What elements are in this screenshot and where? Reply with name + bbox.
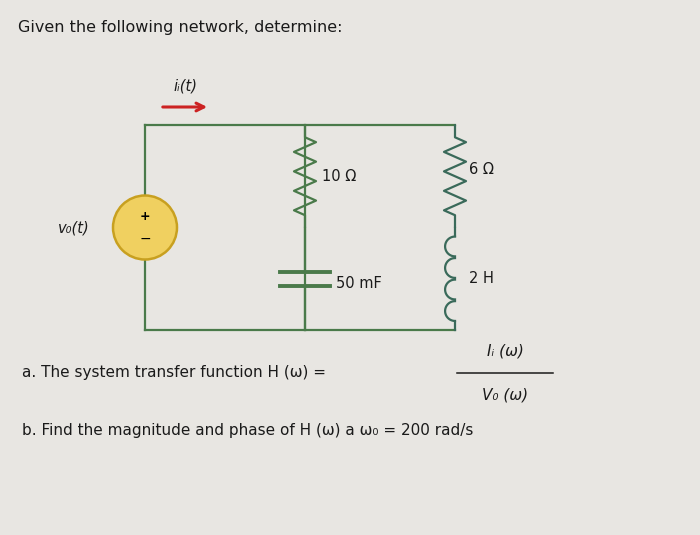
Text: Given the following network, determine:: Given the following network, determine: [18, 20, 342, 35]
Text: b. Find the magnitude and phase of H (ω) a ω₀ = 200 rad/s: b. Find the magnitude and phase of H (ω)… [22, 423, 473, 438]
Circle shape [113, 195, 177, 259]
Text: 2 H: 2 H [469, 271, 494, 286]
Text: a. The system transfer function H (ω) =: a. The system transfer function H (ω) = [22, 365, 331, 380]
Text: V₀ (ω): V₀ (ω) [482, 387, 528, 402]
Text: 50 mF: 50 mF [336, 276, 382, 291]
Text: iᵢ(t): iᵢ(t) [173, 78, 197, 93]
Text: 6 Ω: 6 Ω [469, 162, 494, 177]
Text: +: + [140, 210, 150, 223]
Text: −: − [139, 232, 150, 246]
Text: v₀(t): v₀(t) [58, 220, 90, 235]
Text: 10 Ω: 10 Ω [322, 169, 356, 184]
Text: Iᵢ (ω): Iᵢ (ω) [486, 343, 524, 358]
